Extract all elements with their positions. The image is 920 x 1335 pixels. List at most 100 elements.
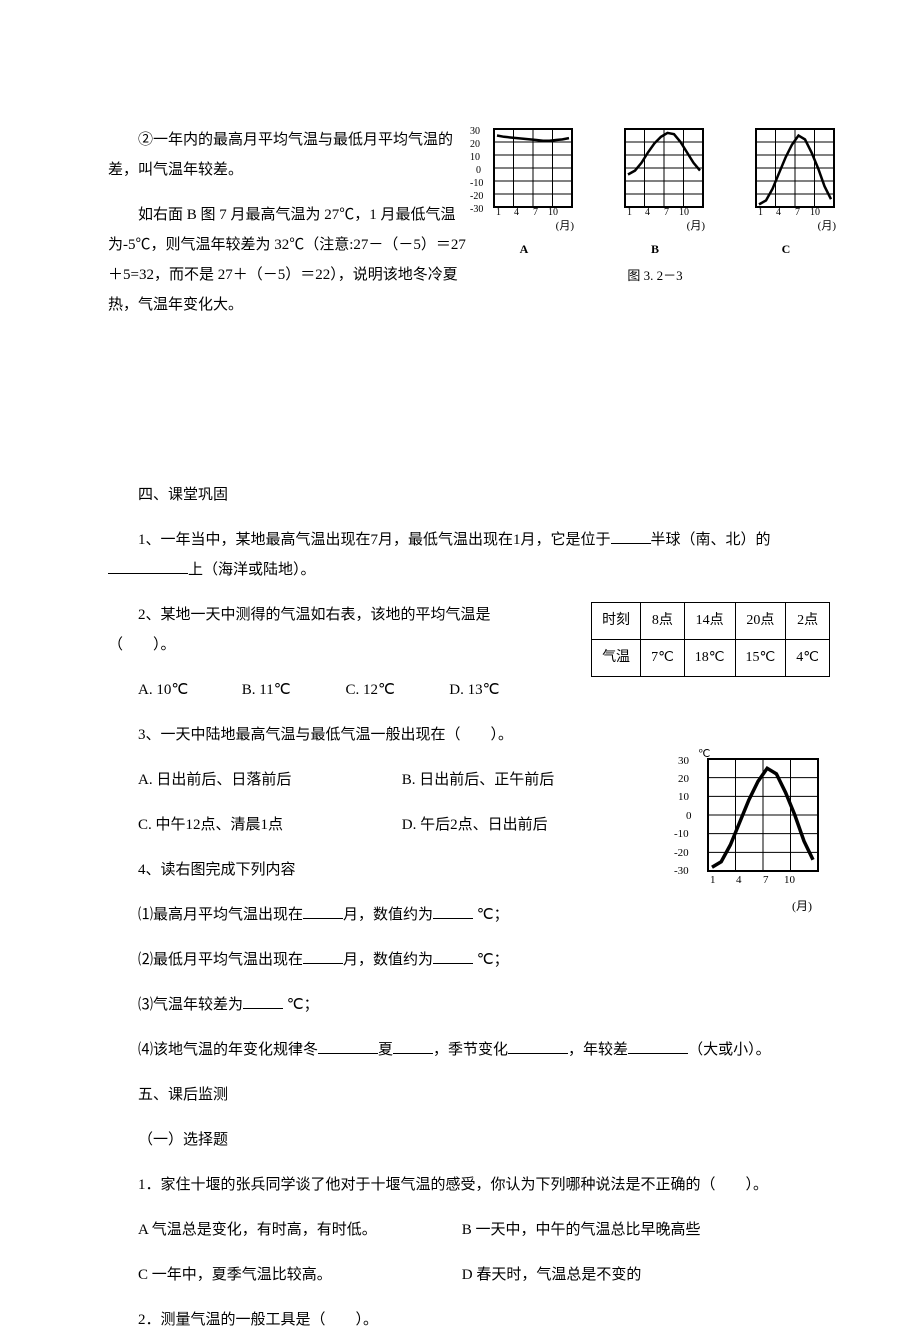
svg-text:-20: -20 [674, 847, 689, 859]
svg-text:1: 1 [758, 207, 763, 217]
blank [433, 950, 473, 965]
cell: 20点 [735, 603, 786, 640]
t: 月，数值约为 [343, 952, 433, 968]
t: ℃； [473, 907, 509, 923]
q4-4: ⑷该地气温的年变化规律冬夏，季节变化，年较差（大或小）。 [108, 1035, 820, 1065]
blank [318, 1040, 378, 1055]
blank [508, 1040, 568, 1055]
opt-d: D. 午后2点、日出前后 [402, 810, 548, 840]
t: 夏 [378, 1042, 393, 1058]
blank [303, 905, 343, 920]
opt-b: B 一天中，中午的气温总比早晚高些 [462, 1215, 701, 1245]
s4-heading: 四、课堂巩固 [108, 480, 820, 510]
svg-text:7: 7 [795, 207, 800, 217]
q4-chart-xlabel: (月) [670, 894, 830, 918]
cell: 时刻 [592, 603, 641, 640]
svg-text:0: 0 [476, 165, 481, 176]
q4-chart-svg: ℃ 30 20 10 [670, 747, 830, 887]
svg-text:-30: -30 [470, 204, 483, 215]
t: ⑵最低月平均气温出现在 [138, 952, 303, 968]
svg-text:7: 7 [763, 874, 769, 886]
cell: 气温 [592, 640, 641, 677]
svg-text:20: 20 [678, 773, 690, 785]
t: ⑶气温年较差为 [138, 997, 243, 1013]
example-text-block: ②一年内的最高月平均气温与最低月平均气温的差，叫气温年较差。 如右面 B 图 7… [108, 125, 468, 320]
svg-text:1: 1 [710, 874, 716, 886]
para-example: 如右面 B 图 7 月最高气温为 27℃，1 月最低气温为-5℃，则气温年较差为… [108, 200, 468, 320]
t: ，季节变化 [433, 1042, 508, 1058]
cell: 8点 [641, 603, 685, 640]
chart-b: 1 4 7 10 (月) B [601, 125, 709, 261]
q3-text: 3、一天中陆地最高气温与最低气温一般出现在（ ）。 [108, 720, 820, 750]
svg-text:-20: -20 [470, 191, 483, 202]
q1-a: 1、一年当中，某地最高气温出现在7月，最低气温出现在1月，它是位于 [138, 532, 611, 548]
q2-text: 2、某地一天中测得的气温如右表，该地的平均气温是（ ）。 [108, 600, 518, 660]
cell: 14点 [684, 603, 735, 640]
svg-text:10: 10 [470, 152, 480, 163]
svg-text:4: 4 [514, 207, 519, 217]
svg-text:-30: -30 [674, 865, 689, 877]
opt-d: D 春天时，气温总是不变的 [462, 1260, 642, 1290]
opt-d: D. 13℃ [449, 675, 499, 705]
q2-table: 时刻 8点 14点 20点 2点 气温 7℃ 18℃ 15℃ 4℃ [591, 602, 830, 677]
t: ⑴最高月平均气温出现在 [138, 907, 303, 923]
cell: 15℃ [735, 640, 786, 677]
charts-caption: 图 3. 2－3 [470, 263, 840, 289]
blank [611, 530, 651, 545]
q2-options: A. 10℃ B. 11℃ C. 12℃ D. 13℃ [108, 675, 820, 705]
opt-c: C 一年中，夏季气温比较高。 [138, 1260, 458, 1290]
svg-text:-10: -10 [674, 828, 689, 840]
svg-text:7: 7 [664, 207, 669, 217]
q4-3: ⑶气温年较差为 ℃； [108, 990, 820, 1020]
chart-c-letter: C [732, 237, 840, 261]
blank [303, 950, 343, 965]
svg-text:30: 30 [470, 126, 480, 137]
example-section: ②一年内的最高月平均气温与最低月平均气温的差，叫气温年较差。 如右面 B 图 7… [108, 125, 820, 320]
opt-c: C. 中午12点、清晨1点 [138, 810, 398, 840]
opt-a: A 气温总是变化，有时高，有时低。 [138, 1215, 458, 1245]
s5-q1-opts-row2: C 一年中，夏季气温比较高。 D 春天时，气温总是不变的 [108, 1260, 820, 1290]
opt-a: A. 日出前后、日落前后 [138, 765, 398, 795]
svg-text:10: 10 [784, 874, 796, 886]
s5-q1: 1．家住十堰的张兵同学谈了他对于十堰气温的感受，你认为下列哪种说法是不正确的（ … [108, 1170, 820, 1200]
opt-b: B. 11℃ [242, 675, 342, 705]
para-definition: ②一年内的最高月平均气温与最低月平均气温的差，叫气温年较差。 [108, 125, 468, 185]
table-row: 气温 7℃ 18℃ 15℃ 4℃ [592, 640, 830, 677]
svg-text:4: 4 [736, 874, 742, 886]
s5-heading: 五、课后监测 [108, 1080, 820, 1110]
top-charts-group: 30 20 10 0 -10 -20 -30 1 4 7 10 (月) A [470, 125, 840, 289]
chart-b-xlabel: (月) [601, 215, 709, 237]
opt-b: B. 日出前后、正午前后 [402, 765, 555, 795]
svg-text:1: 1 [627, 207, 632, 217]
q4-chart: ℃ 30 20 10 [670, 747, 830, 918]
blank [628, 1040, 688, 1055]
table-row: 时刻 8点 14点 20点 2点 [592, 603, 830, 640]
s5-q2: 2．测量气温的一般工具是（ ）。 [108, 1305, 820, 1335]
q1: 1、一年当中，某地最高气温出现在7月，最低气温出现在1月，它是位于 半球（南、北）… [108, 525, 820, 585]
q1-c: 上（海洋或陆地）。 [188, 562, 316, 578]
t: 月，数值约为 [343, 907, 433, 923]
cell: 4℃ [786, 640, 830, 677]
blank [108, 560, 188, 575]
q1-b: 半球（南、北）的 [651, 532, 771, 548]
opt-a: A. 10℃ [138, 675, 238, 705]
t: ⑷该地气温的年变化规律冬 [138, 1042, 318, 1058]
t: ℃； [473, 952, 509, 968]
chart-c-svg: 1 4 7 10 [732, 125, 840, 217]
opt-c: C. 12℃ [346, 675, 446, 705]
chart-a-letter: A [470, 237, 578, 261]
cell: 7℃ [641, 640, 685, 677]
chart-a: 30 20 10 0 -10 -20 -30 1 4 7 10 (月) A [470, 125, 578, 261]
chart-a-xlabel: (月) [470, 215, 578, 237]
t: ℃； [283, 997, 319, 1013]
blank [393, 1040, 433, 1055]
svg-text:4: 4 [776, 207, 781, 217]
svg-text:4: 4 [645, 207, 650, 217]
s5-sub1: （一）选择题 [108, 1125, 820, 1155]
q4-2: ⑵最低月平均气温出现在 月，数值约为 ℃； [108, 945, 820, 975]
svg-text:10: 10 [678, 791, 690, 803]
svg-text:20: 20 [470, 139, 480, 150]
chart-c-xlabel: (月) [732, 215, 840, 237]
s5-q1-opts-row1: A 气温总是变化，有时高，有时低。 B 一天中，中午的气温总比早晚高些 [108, 1215, 820, 1245]
svg-text:1: 1 [496, 207, 501, 217]
